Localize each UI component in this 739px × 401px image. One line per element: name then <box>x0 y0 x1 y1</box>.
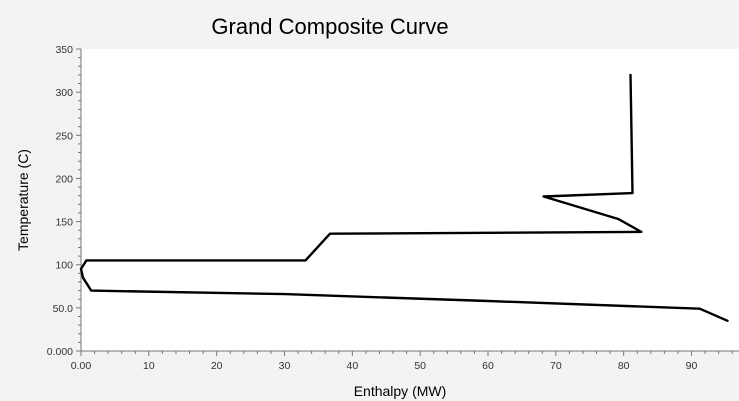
y-tick-label: 0.000 <box>47 346 73 358</box>
y-tick-label: 150 <box>55 217 73 229</box>
chart-title: Grand Composite Curve <box>211 14 448 39</box>
series-layer <box>79 73 729 322</box>
y-tick-label: 50.0 <box>53 303 74 315</box>
x-tick-label: 70 <box>550 360 562 372</box>
y-tick-label: 250 <box>55 130 73 142</box>
y-tick-label: 200 <box>55 173 73 185</box>
x-tick-label: 20 <box>211 360 223 372</box>
y-tick-label: 300 <box>55 87 73 99</box>
x-tick-label: 30 <box>279 360 291 372</box>
x-tick-label: 40 <box>346 360 358 372</box>
y-tick-label: 350 <box>55 44 73 56</box>
x-tick-label: 10 <box>143 360 155 372</box>
plot-area <box>81 49 739 351</box>
y-axis-ticks: 0.000 50.0 100 150 200 250 300 350 <box>47 44 81 358</box>
y-tick-label: 100 <box>55 260 73 272</box>
series-line <box>79 73 729 322</box>
x-tick-label: 90 <box>686 360 698 372</box>
x-tick-label: 60 <box>482 360 494 372</box>
y-axis-label: Temperature (C) <box>15 149 31 251</box>
x-tick-label: 50 <box>414 360 426 372</box>
x-tick-label: 80 <box>618 360 630 372</box>
x-axis-ticks: 0.00 10 20 30 40 50 60 70 80 90 <box>71 351 733 372</box>
x-tick-label: 0.00 <box>71 360 92 372</box>
x-axis-label: Enthalpy (MW) <box>354 383 447 399</box>
